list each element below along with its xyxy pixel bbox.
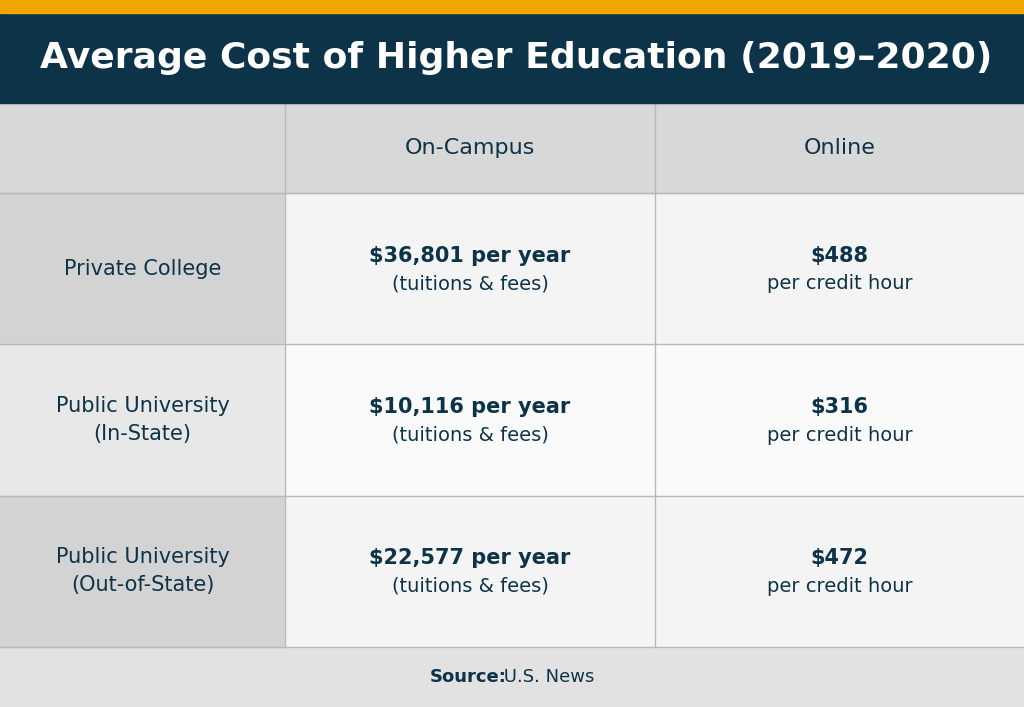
Bar (0, 0, 1024, 13)
Bar (655, 344, 1024, 496)
Text: On-Campus: On-Campus (404, 138, 536, 158)
Text: $488: $488 (811, 245, 868, 266)
Bar (285, 496, 655, 647)
Bar (0, 13, 1024, 103)
Text: Source:: Source: (430, 668, 507, 686)
Text: (tuitions & fees): (tuitions & fees) (391, 426, 549, 445)
Bar (0, 103, 285, 193)
Bar (655, 193, 1024, 344)
Text: $316: $316 (811, 397, 868, 417)
Text: Average Cost of Higher Education (2019–2020): Average Cost of Higher Education (2019–2… (40, 41, 992, 75)
Text: per credit hour: per credit hour (767, 274, 912, 293)
Text: $10,116 per year: $10,116 per year (370, 397, 570, 417)
Bar (285, 344, 655, 496)
Text: per credit hour: per credit hour (767, 577, 912, 596)
Text: Public University: Public University (55, 547, 229, 567)
Text: U.S. News: U.S. News (498, 668, 594, 686)
Bar (0, 496, 285, 647)
Text: $472: $472 (811, 549, 868, 568)
Text: (tuitions & fees): (tuitions & fees) (391, 577, 549, 596)
Bar (285, 193, 655, 344)
Text: (Out-of-State): (Out-of-State) (71, 575, 214, 595)
Bar (0, 193, 285, 344)
Text: Public University: Public University (55, 396, 229, 416)
Text: $22,577 per year: $22,577 per year (370, 549, 570, 568)
Bar (655, 496, 1024, 647)
Text: (In-State): (In-State) (93, 424, 191, 444)
Bar (655, 103, 1024, 193)
Bar (0, 344, 285, 496)
Bar (285, 103, 655, 193)
Text: (tuitions & fees): (tuitions & fees) (391, 274, 549, 293)
Text: Private College: Private College (63, 259, 221, 279)
Text: per credit hour: per credit hour (767, 426, 912, 445)
Text: $36,801 per year: $36,801 per year (370, 245, 570, 266)
Text: Online: Online (804, 138, 876, 158)
